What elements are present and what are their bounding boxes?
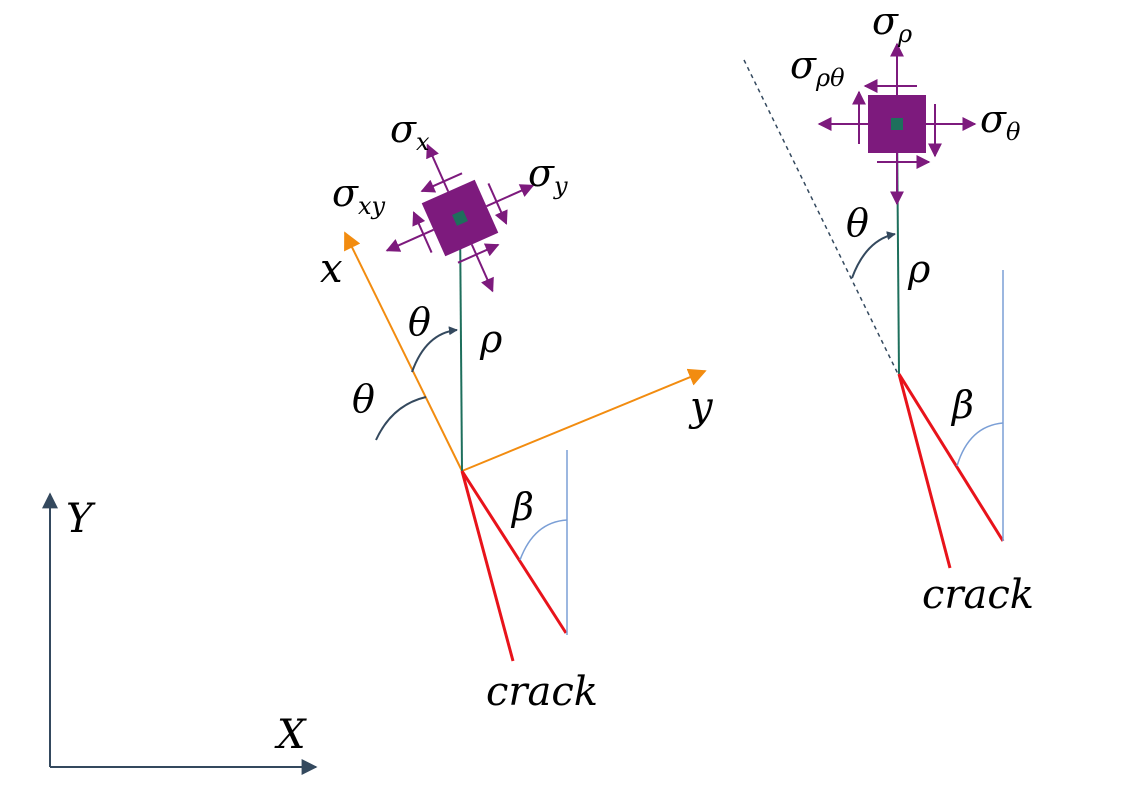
crack-label-left: crack (486, 669, 598, 715)
stress-element-right (817, 42, 977, 206)
arrow-sigma-x-bottom-icon (470, 244, 494, 293)
sigma-rhotheta-label: σρθ (790, 43, 845, 92)
element-center-icon (891, 118, 903, 130)
element-center-icon (452, 210, 468, 226)
local-y-label: y (688, 384, 714, 430)
theta-arc-right (851, 231, 896, 279)
shear-bottom-icon (457, 243, 500, 264)
crack-line-right-b (897, 373, 1005, 542)
dashed-reference-line (743, 59, 899, 375)
theta-arc-left-small (411, 326, 458, 373)
sigma-xy-label: σxy (332, 171, 385, 220)
shear-top-icon (420, 172, 463, 193)
beta-label-left: β (510, 485, 534, 529)
global-x-label: X (274, 712, 307, 758)
local-x-label: x (320, 246, 343, 292)
right-figure: ρ θ β crack σρ σρθ (743, 0, 1034, 618)
theta-label-left-large: θ (352, 377, 375, 421)
arrow-sigma-y-icon (486, 184, 535, 208)
rho-label-right: ρ (907, 247, 931, 291)
shear-left-icon (412, 211, 433, 253)
beta-label-right: β (950, 383, 974, 427)
arrow-sigma-y-left-icon (385, 228, 434, 252)
theta-label-right: θ (846, 201, 869, 245)
theta-label-left-small: θ (408, 300, 431, 344)
sigma-x-label: σx (390, 107, 430, 156)
stress-element-left (385, 143, 535, 293)
rho-label-left: ρ (479, 317, 503, 361)
local-x-axis (344, 231, 463, 472)
beta-arc-left (519, 519, 568, 561)
sigma-rho-label: σρ (872, 0, 912, 48)
beta-arc-right (956, 422, 1004, 467)
arrow-sigma-x-icon (426, 143, 450, 192)
crack-line-right-a (897, 373, 952, 569)
sigma-y-label: σy (528, 151, 568, 200)
global-axes: X Y (42, 492, 318, 775)
crack-line-left-b (460, 470, 568, 634)
shear-right-icon (487, 183, 508, 225)
local-y-axis (461, 368, 707, 472)
sigma-theta-label: σθ (980, 97, 1021, 146)
crack-label-right: crack (922, 572, 1034, 618)
global-y-label: Y (66, 496, 96, 542)
rho-line-left (459, 217, 463, 472)
left-figure: x y ρ θ θ β crack (320, 107, 714, 715)
crack-line-left-a (460, 470, 515, 662)
theta-arc-left-large (375, 396, 427, 441)
